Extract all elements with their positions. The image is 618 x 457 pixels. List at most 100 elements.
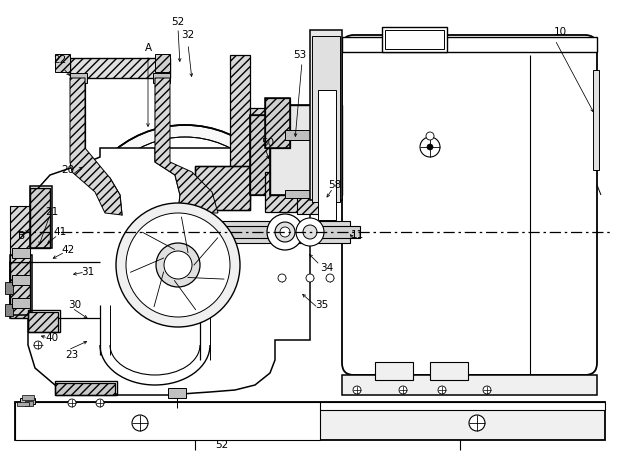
Circle shape xyxy=(164,251,192,279)
Bar xyxy=(430,362,468,380)
Text: 50: 50 xyxy=(261,138,274,148)
Bar xyxy=(30,186,52,248)
Text: 32: 32 xyxy=(181,30,195,40)
Bar xyxy=(10,206,30,262)
Bar xyxy=(265,172,305,212)
Bar xyxy=(342,37,597,52)
Bar xyxy=(285,190,315,198)
Text: 22: 22 xyxy=(53,55,67,65)
Bar xyxy=(270,105,342,195)
Bar xyxy=(15,402,605,440)
Circle shape xyxy=(275,222,295,242)
Bar xyxy=(20,398,35,404)
Bar xyxy=(318,90,336,220)
Bar xyxy=(12,275,30,285)
Bar xyxy=(385,30,444,49)
Bar xyxy=(312,36,340,202)
Bar xyxy=(168,388,186,398)
Circle shape xyxy=(438,386,446,394)
Circle shape xyxy=(68,399,76,407)
Circle shape xyxy=(483,386,491,394)
Bar xyxy=(25,401,33,406)
Text: 40: 40 xyxy=(46,333,59,343)
Circle shape xyxy=(75,125,295,345)
Bar xyxy=(17,402,29,406)
Circle shape xyxy=(96,399,104,407)
Bar xyxy=(15,402,605,410)
Bar xyxy=(230,55,250,200)
Bar xyxy=(70,58,170,78)
Circle shape xyxy=(469,415,485,431)
Circle shape xyxy=(34,341,42,349)
Bar xyxy=(12,298,30,308)
Text: 21: 21 xyxy=(45,207,59,217)
Circle shape xyxy=(353,386,361,394)
Text: 35: 35 xyxy=(315,300,329,310)
Bar xyxy=(55,381,117,395)
Bar xyxy=(10,262,30,318)
Bar xyxy=(265,98,290,148)
Circle shape xyxy=(303,225,317,239)
Bar xyxy=(375,362,413,380)
Bar xyxy=(155,54,170,72)
Circle shape xyxy=(426,132,434,140)
Circle shape xyxy=(267,214,303,250)
FancyBboxPatch shape xyxy=(342,35,597,375)
Bar xyxy=(15,402,320,440)
Circle shape xyxy=(132,415,148,431)
Text: 53: 53 xyxy=(294,50,307,60)
Text: 52: 52 xyxy=(216,440,229,450)
Circle shape xyxy=(116,203,240,327)
Circle shape xyxy=(278,274,286,282)
Circle shape xyxy=(296,218,324,246)
Bar xyxy=(285,130,315,140)
Bar xyxy=(5,282,13,294)
Polygon shape xyxy=(155,78,218,213)
Bar xyxy=(165,226,360,238)
Text: 42: 42 xyxy=(61,245,75,255)
Bar xyxy=(55,54,70,72)
Bar xyxy=(5,304,13,316)
Bar xyxy=(250,108,265,148)
Text: 20: 20 xyxy=(61,165,75,175)
Bar xyxy=(22,395,34,400)
Polygon shape xyxy=(10,148,310,395)
Bar xyxy=(342,375,597,395)
Bar xyxy=(382,27,447,52)
Text: 30: 30 xyxy=(69,300,82,310)
Text: 31: 31 xyxy=(82,267,95,277)
Bar xyxy=(28,312,58,332)
Circle shape xyxy=(280,227,290,237)
Bar xyxy=(310,30,342,200)
Bar xyxy=(70,73,87,83)
Bar xyxy=(270,105,342,195)
Circle shape xyxy=(126,213,230,317)
Text: A: A xyxy=(145,43,151,53)
Bar xyxy=(593,70,599,170)
Bar xyxy=(55,383,115,395)
Circle shape xyxy=(427,144,433,150)
Text: 11: 11 xyxy=(350,230,363,240)
Text: 58: 58 xyxy=(328,180,342,190)
Bar xyxy=(153,73,170,83)
Circle shape xyxy=(399,386,407,394)
Bar xyxy=(195,166,250,210)
Bar xyxy=(12,248,30,258)
Bar xyxy=(250,115,280,195)
Bar xyxy=(265,98,290,148)
Bar xyxy=(297,170,325,214)
Circle shape xyxy=(306,274,314,282)
Polygon shape xyxy=(70,78,122,215)
Circle shape xyxy=(156,243,200,287)
Bar xyxy=(10,255,32,315)
Text: 52: 52 xyxy=(171,17,185,27)
Circle shape xyxy=(87,137,283,333)
Text: B: B xyxy=(19,231,25,241)
Bar xyxy=(195,166,250,210)
Text: 23: 23 xyxy=(66,350,78,360)
Circle shape xyxy=(420,137,440,157)
Circle shape xyxy=(326,274,334,282)
Text: 10: 10 xyxy=(554,27,567,37)
Text: 34: 34 xyxy=(320,263,334,273)
Bar xyxy=(28,310,60,332)
